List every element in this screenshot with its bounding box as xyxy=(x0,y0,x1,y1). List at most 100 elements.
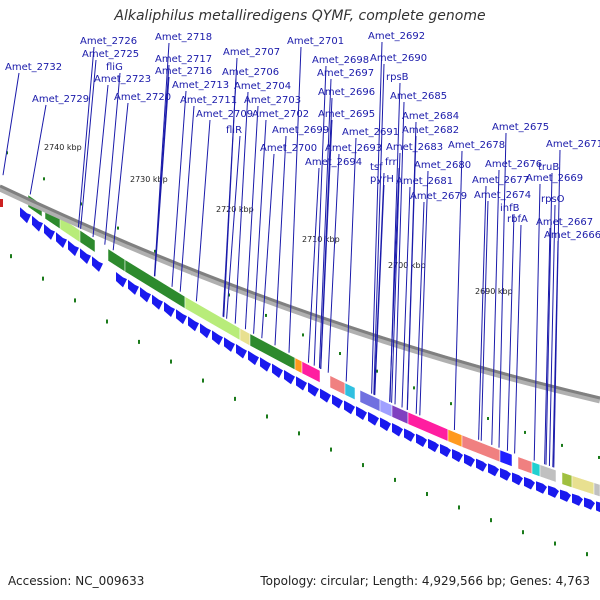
leader-line xyxy=(80,59,97,229)
leader-line xyxy=(226,135,241,319)
gene-arrow xyxy=(392,422,403,437)
gene-label: frr xyxy=(385,157,397,168)
tick-mark xyxy=(202,378,204,383)
tick-mark xyxy=(487,417,489,421)
tick-mark xyxy=(43,177,45,181)
gene-label: Amet_2725 xyxy=(82,49,139,60)
gene-label: fliR xyxy=(226,125,242,136)
gene-arrow xyxy=(464,453,475,467)
feature-block xyxy=(107,248,126,273)
gene-label: Amet_2726 xyxy=(80,36,137,47)
leader-line xyxy=(514,224,522,454)
leader-line xyxy=(253,119,267,334)
gene-label: Amet_2693 xyxy=(325,143,382,154)
gene-arrows xyxy=(0,199,600,513)
tick-mark xyxy=(42,276,44,281)
gene-label: Amet_2704 xyxy=(234,81,291,92)
feature-block xyxy=(517,456,533,475)
gene-arrow xyxy=(176,309,187,325)
leader-line xyxy=(373,63,385,395)
gene-label: rbfA xyxy=(507,214,528,225)
genome-backbone-shadow xyxy=(0,184,600,404)
gene-arrow xyxy=(308,382,319,397)
leader-line xyxy=(274,135,287,346)
feature-block xyxy=(359,389,381,412)
leader-line xyxy=(171,90,187,287)
gene-arrow xyxy=(320,388,331,403)
gene-label: Amet_2716 xyxy=(155,66,212,77)
gene-label: Amet_2701 xyxy=(287,36,344,47)
gene-arrow xyxy=(536,481,547,494)
tick-mark xyxy=(265,313,267,317)
gene-label: Amet_2682 xyxy=(402,125,459,136)
gene-label: Amet_2681 xyxy=(396,176,453,187)
tick-mark xyxy=(154,249,156,253)
gene-label: Amet_2713 xyxy=(172,80,229,91)
leader-line xyxy=(104,72,121,245)
feature-block xyxy=(539,464,557,483)
gene-label: Amet_2671 xyxy=(546,139,600,150)
gene-label: Amet_2706 xyxy=(222,67,279,78)
gene-label: Amet_2717 xyxy=(155,54,212,65)
gene-label: Amet_2703 xyxy=(244,95,301,106)
gene-arrow xyxy=(416,433,427,448)
position-marker xyxy=(0,199,3,207)
leader-line xyxy=(318,78,332,369)
feature-block xyxy=(294,357,303,374)
leader-line xyxy=(195,119,211,302)
gene-label: Amet_2732 xyxy=(5,62,62,73)
gene-arrow xyxy=(500,468,511,481)
tick-mark xyxy=(426,492,428,497)
tick-mark xyxy=(554,541,556,546)
leader-line xyxy=(320,119,333,370)
tick-mark xyxy=(170,359,172,364)
gene-label: Amet_2695 xyxy=(318,109,375,120)
gene-label: Amet_2709 xyxy=(196,109,253,120)
leader-line xyxy=(480,200,489,441)
gene-label: Amet_2676 xyxy=(485,159,542,170)
leader-line xyxy=(548,204,556,466)
gene-label: Amet_2683 xyxy=(386,142,443,153)
tick-mark xyxy=(376,369,378,373)
gene-arrow xyxy=(356,406,367,420)
tick-mark xyxy=(524,430,526,434)
gene-arrow xyxy=(284,370,295,385)
gene-label: pyrH xyxy=(370,174,394,185)
feature-block xyxy=(531,461,541,478)
scale-label: 2710 kbp xyxy=(302,235,340,244)
leader-line xyxy=(491,169,500,445)
leader-line xyxy=(506,213,515,451)
leader-line xyxy=(401,186,411,408)
tick-mark xyxy=(234,396,236,401)
feature-block xyxy=(239,327,251,347)
gene-arrow xyxy=(368,411,379,426)
feature-block xyxy=(344,382,356,401)
gene-arrow xyxy=(440,443,451,458)
feature-block xyxy=(59,216,81,243)
leader-line xyxy=(77,46,95,228)
feature-block xyxy=(391,404,409,425)
tick-mark xyxy=(298,431,300,436)
inner-ticks xyxy=(10,254,588,557)
leader-line xyxy=(222,77,237,317)
outer-ticks xyxy=(6,151,600,459)
gene-label: Amet_2711 xyxy=(180,95,237,106)
tick-mark xyxy=(362,463,364,468)
gene-arrow xyxy=(68,240,79,257)
leader-line xyxy=(406,135,417,410)
gene-arrow xyxy=(512,472,523,486)
leader-line xyxy=(544,227,551,465)
gene-label: Amet_2700 xyxy=(260,143,317,154)
leader-line xyxy=(179,105,195,292)
gene-arrow xyxy=(404,428,415,442)
leader-line xyxy=(389,167,400,402)
gene-arrow xyxy=(248,350,259,366)
tick-mark xyxy=(10,254,12,259)
gene-arrow xyxy=(260,357,271,372)
leader-line xyxy=(2,72,20,176)
gene-arrow xyxy=(212,330,223,346)
leader-line xyxy=(552,240,559,468)
tick-mark xyxy=(266,414,268,419)
feature-block xyxy=(561,471,573,488)
gene-label: Amet_2669 xyxy=(526,173,583,184)
